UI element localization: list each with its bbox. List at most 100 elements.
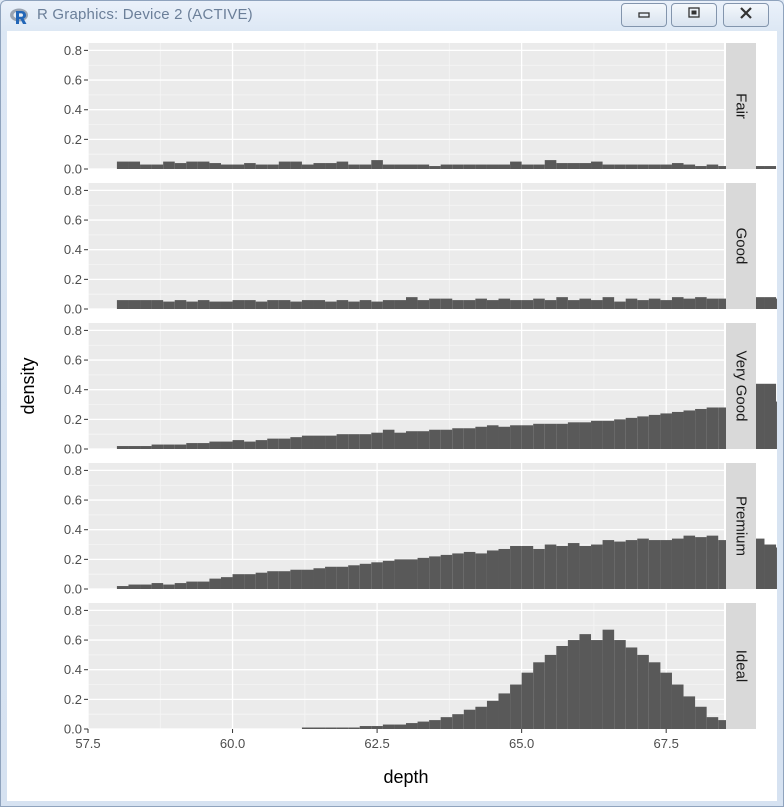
histogram-bar <box>325 301 337 309</box>
y-tick-label: 0.8 <box>64 43 82 58</box>
histogram-bar <box>648 298 661 309</box>
histogram-bar <box>382 560 395 589</box>
histogram-bar <box>394 559 406 589</box>
histogram-bar <box>313 727 326 729</box>
histogram-bar <box>521 300 534 309</box>
histogram-bar <box>475 164 487 169</box>
histogram-bar <box>579 634 592 729</box>
histogram-bar <box>544 160 557 169</box>
histogram-bar <box>510 684 522 729</box>
histogram-bar <box>220 164 233 169</box>
histogram-bar <box>186 443 198 449</box>
x-tick-label: 57.5 <box>75 736 100 751</box>
close-icon <box>739 6 753 24</box>
histogram-bar <box>591 300 603 309</box>
histogram-bar <box>752 383 765 449</box>
histogram-bar <box>359 300 372 309</box>
histogram-bar <box>406 164 418 169</box>
histogram-bar <box>579 163 592 169</box>
plot-area: 0.0 0.2 0.4 0.6 0.8 Fair 0.0 0.2 0.4 0.6 0.8 Good 0.… <box>7 31 783 801</box>
y-tick-label: 0.6 <box>64 73 82 88</box>
histogram-bar <box>591 544 603 589</box>
histogram-bar <box>290 301 302 309</box>
histogram-bar <box>290 437 302 449</box>
histogram-bar <box>510 161 522 169</box>
histogram-bar <box>197 161 210 169</box>
histogram-bar <box>116 161 129 169</box>
histogram-bar <box>382 164 395 169</box>
y-tick-label: 0.4 <box>64 102 82 117</box>
title-bar[interactable]: R Graphics: Device 2 (ACTIVE) <box>1 1 783 31</box>
histogram-bar <box>163 301 175 309</box>
histogram-bar <box>255 164 268 169</box>
histogram-bar <box>706 717 719 729</box>
histogram-bar <box>151 583 164 589</box>
facet-strip-label: Fair <box>733 93 750 119</box>
histogram-bar <box>174 583 187 589</box>
maximize-button[interactable] <box>671 3 717 27</box>
histogram-bar <box>706 407 719 449</box>
histogram-bar <box>232 440 245 449</box>
histogram-bar <box>660 540 672 589</box>
histogram-bar <box>625 647 638 729</box>
histogram-bar <box>706 535 719 589</box>
histogram-bar <box>475 426 487 449</box>
histogram-bar <box>671 538 684 589</box>
facet-strip-label: Ideal <box>733 650 750 683</box>
histogram-bar <box>463 428 476 449</box>
histogram-bar <box>475 298 487 309</box>
histogram-bar <box>440 164 453 169</box>
histogram-bar <box>660 164 672 169</box>
histogram-bar <box>290 161 302 169</box>
x-tick-label: 60.0 <box>220 736 245 751</box>
histogram-bar <box>660 672 672 729</box>
histogram-bar <box>498 164 511 169</box>
histogram-bar <box>718 540 730 589</box>
histogram-bar <box>764 297 777 309</box>
r-logo-icon <box>9 7 29 25</box>
histogram-bar <box>174 444 187 449</box>
y-tick-label: 0.4 <box>64 522 82 537</box>
histogram-bar <box>336 161 349 169</box>
histogram-bar <box>255 572 268 589</box>
histogram-bar <box>637 654 649 729</box>
histogram-bar <box>533 548 545 589</box>
histogram-bar <box>140 300 152 309</box>
histogram-bar <box>313 163 326 169</box>
histogram-bar <box>637 300 649 309</box>
histogram-bar <box>371 726 383 729</box>
close-button[interactable] <box>723 3 769 27</box>
histogram-bar <box>625 164 638 169</box>
histogram-bar <box>128 584 141 589</box>
histogram-bar <box>752 538 765 589</box>
histogram-bar <box>579 546 592 589</box>
histogram-bar <box>648 414 661 449</box>
histogram-bar <box>359 563 372 589</box>
histogram-bar <box>325 727 337 729</box>
histogram-bar <box>440 429 453 449</box>
histogram-bar <box>452 714 464 729</box>
histogram-bar <box>313 568 326 589</box>
histogram-bar <box>544 300 557 309</box>
y-tick-label: 0.4 <box>64 242 82 257</box>
facet-strip-label: Premium <box>733 496 750 556</box>
minimize-button[interactable] <box>621 3 667 27</box>
histogram-bar <box>359 164 372 169</box>
histogram-bar <box>417 300 430 309</box>
histogram-bar <box>556 423 568 449</box>
histogram-bar <box>186 161 198 169</box>
histogram-bar <box>417 164 430 169</box>
histogram-bar <box>602 540 615 589</box>
histogram-bar <box>718 407 730 449</box>
histogram-bar <box>151 164 164 169</box>
histogram-bar <box>267 438 279 449</box>
histogram-bar <box>301 435 314 449</box>
y-tick-label: 0.2 <box>64 692 82 707</box>
histogram-bar <box>614 164 626 169</box>
histogram-bar <box>220 441 233 449</box>
histogram-bar <box>128 161 141 169</box>
histogram-bar <box>475 706 487 729</box>
histogram-bar <box>278 300 291 309</box>
histogram-bar <box>591 420 603 449</box>
histogram-bar <box>452 164 464 169</box>
